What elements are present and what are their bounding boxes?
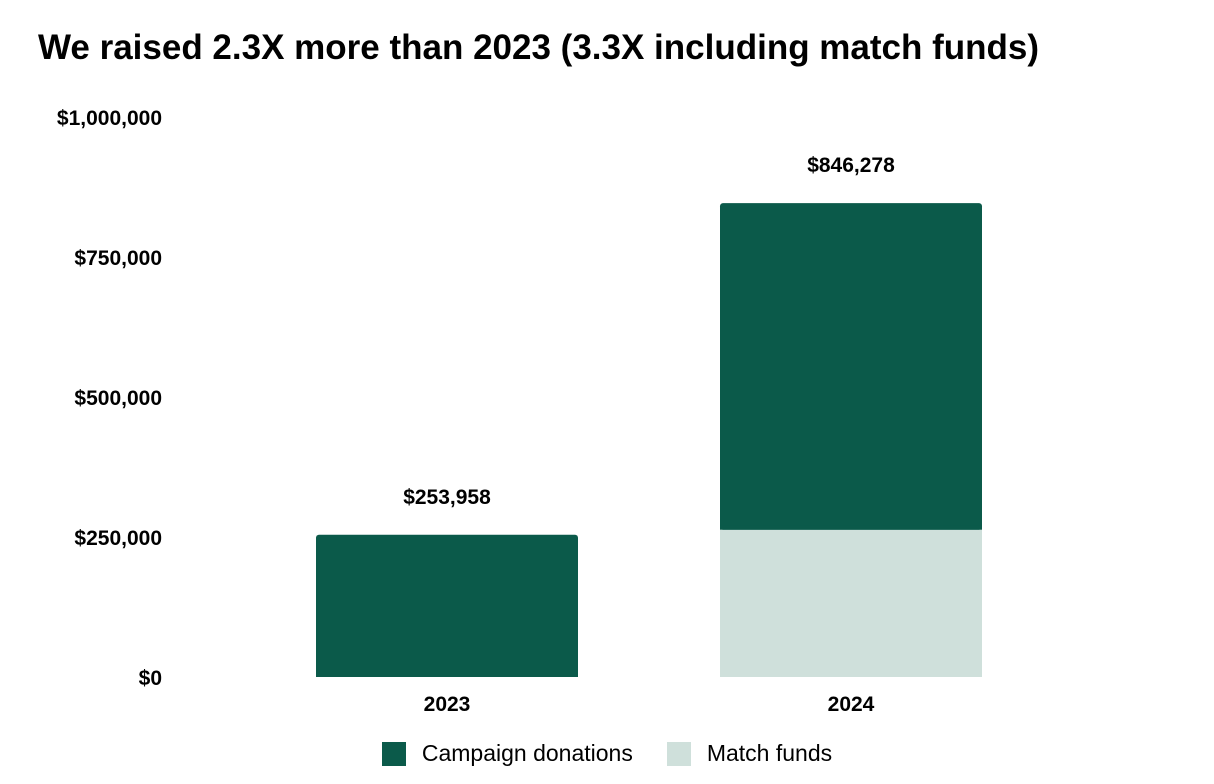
legend-swatch-match-funds <box>666 741 691 766</box>
y-tick-label: $0 <box>139 667 162 690</box>
y-tick-label: $250,000 <box>74 527 162 550</box>
legend-item-campaign-donations: Campaign donations <box>381 740 633 767</box>
y-tick-label: $500,000 <box>74 387 162 410</box>
legend-label-match-funds: Match funds <box>706 740 833 766</box>
value-labels: $253,958 $846,278 <box>403 154 895 509</box>
bar-campaign-donations-2023 <box>316 534 578 677</box>
y-tick-label: $1,000,000 <box>57 107 162 130</box>
legend-swatch-campaign-donations <box>381 741 406 766</box>
stacked-bar-chart: $0 $250,000 $500,000 $750,000 $1,000,000 202… <box>57 107 982 716</box>
bar-match-funds-2024 <box>720 529 982 677</box>
x-tick-label: 2024 <box>828 693 875 716</box>
y-axis: $0 $250,000 $500,000 $750,000 $1,000,000 <box>57 107 162 690</box>
bar-total-label: $253,958 <box>403 486 491 509</box>
bar-total-label: $846,278 <box>807 154 895 177</box>
legend-item-match-funds: Match funds <box>666 740 833 767</box>
bar-segment-base-fill <box>720 525 982 530</box>
bar-segment-base-fill <box>316 673 578 677</box>
y-tick-label: $750,000 <box>74 247 162 270</box>
legend: Campaign donations Match funds <box>0 740 1214 767</box>
legend-label-campaign-donations: Campaign donations <box>421 740 633 766</box>
bar-campaign-donations-2024 <box>720 203 982 530</box>
x-axis: 2023 2024 <box>424 693 875 716</box>
chart-title: We raised 2.3X more than 2023 (3.3X incl… <box>38 28 1040 67</box>
x-tick-label: 2023 <box>424 693 471 716</box>
bars <box>316 203 982 677</box>
